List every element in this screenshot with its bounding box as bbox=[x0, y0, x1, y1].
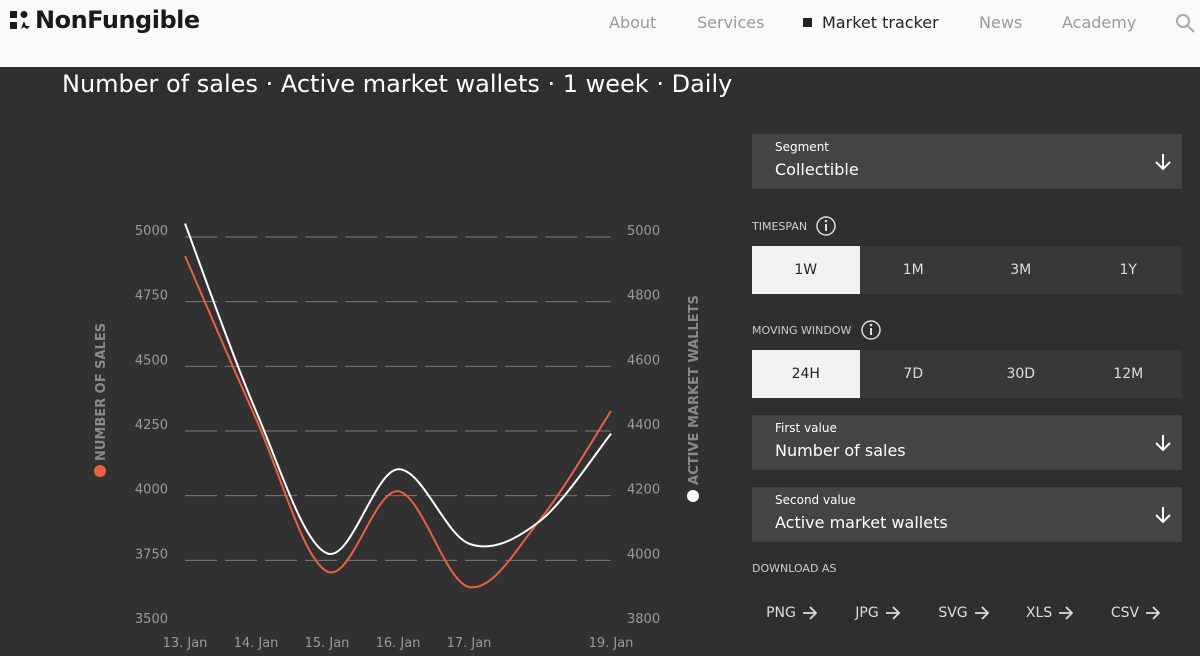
dropdown-value: Collectible bbox=[775, 160, 859, 179]
option-button[interactable]: 24H bbox=[752, 350, 860, 398]
y2-tick-label: 4000 bbox=[627, 547, 660, 562]
brand[interactable]: NonFungible bbox=[35, 6, 200, 34]
nav-item[interactable]: About bbox=[609, 13, 657, 32]
nav-item[interactable]: Services bbox=[697, 13, 765, 32]
download-button[interactable]: SVG bbox=[924, 590, 1004, 635]
search-icon[interactable] bbox=[1175, 13, 1197, 35]
legend-label: ACTIVE MARKET WALLETS bbox=[687, 295, 702, 485]
active-marker bbox=[803, 18, 812, 27]
download-button[interactable]: PNG bbox=[752, 590, 832, 635]
segmented-control: 1W 1M 3M 1Y bbox=[752, 246, 1182, 294]
option-button[interactable]: 3M bbox=[1010, 262, 1032, 278]
legend-dot bbox=[687, 490, 699, 502]
option-button[interactable]: 1W bbox=[752, 246, 860, 294]
x-tick-label: 16. Jan bbox=[376, 636, 421, 651]
y-tick-label: 4500 bbox=[135, 353, 168, 368]
x-tick-label: 14. Jan bbox=[234, 636, 279, 651]
segmented-control: 24H 7D 30D 12M bbox=[752, 350, 1182, 398]
dropdown-label: Segment bbox=[775, 140, 829, 154]
y-tick-label: 5000 bbox=[135, 224, 168, 239]
dropdown[interactable]: First value Number of sales bbox=[752, 415, 1182, 470]
y2-tick-label: 3800 bbox=[627, 612, 660, 627]
y-tick-label: 4000 bbox=[135, 483, 168, 498]
y-tick-label: 4250 bbox=[135, 418, 168, 433]
section-label: TIMESPAN bbox=[752, 220, 808, 233]
series-line bbox=[184, 223, 612, 555]
download-format: SVG bbox=[938, 604, 968, 621]
y2-tick-label: 4400 bbox=[627, 418, 660, 433]
dropdown-value: Active market wallets bbox=[775, 513, 948, 532]
info-icon[interactable] bbox=[815, 215, 837, 237]
y2-tick-label: 4600 bbox=[627, 353, 660, 368]
y-tick-label: 4750 bbox=[135, 289, 168, 304]
chart-panel bbox=[62, 135, 742, 656]
nav-item[interactable]: News bbox=[979, 13, 1023, 32]
dropdown[interactable]: Second value Active market wallets bbox=[752, 487, 1182, 542]
option-button[interactable]: 1M bbox=[902, 262, 924, 278]
dropdown-arrow bbox=[1155, 507, 1171, 524]
option-button[interactable]: 12M bbox=[1113, 366, 1144, 382]
option-button[interactable]: 30D bbox=[1006, 366, 1036, 382]
y-tick-label: 3500 bbox=[135, 612, 168, 627]
arrow-icon bbox=[802, 605, 818, 620]
logo-icon bbox=[10, 11, 30, 29]
option-button[interactable]: 1Y bbox=[1119, 262, 1137, 278]
legend-label: NUMBER OF SALES bbox=[94, 323, 109, 461]
x-tick-label: 13. Jan bbox=[163, 636, 208, 651]
dropdown[interactable]: Segment Collectible bbox=[752, 134, 1182, 189]
y-tick-label: 3750 bbox=[135, 547, 168, 562]
page-title: Number of sales · Active market wallets … bbox=[62, 70, 733, 98]
info-icon[interactable] bbox=[860, 319, 882, 341]
arrow-icon bbox=[1146, 605, 1161, 620]
arrow-icon bbox=[974, 605, 989, 620]
download-format: XLS bbox=[1025, 604, 1053, 621]
y2-tick-label: 4200 bbox=[627, 483, 660, 498]
nav-item[interactable]: Market tracker bbox=[822, 13, 939, 32]
chart: 3500 3750 4000 4250 4500 4750 5000 3800 4000 4200… bbox=[94, 223, 702, 651]
dropdown-label: Second value bbox=[775, 493, 856, 507]
download-format: PNG bbox=[766, 604, 796, 621]
download-format: CSV bbox=[1110, 604, 1140, 621]
download-button[interactable]: CSV bbox=[1096, 590, 1176, 635]
dropdown-arrow bbox=[1155, 435, 1171, 452]
download-button[interactable]: JPG bbox=[838, 590, 918, 635]
y2-tick-label: 5000 bbox=[627, 224, 660, 239]
nav-item[interactable]: Academy bbox=[1062, 13, 1137, 32]
dropdown-value: Number of sales bbox=[775, 441, 906, 460]
legend-dot bbox=[94, 465, 106, 477]
dropdown-label: First value bbox=[775, 421, 837, 435]
arrow-icon bbox=[1059, 605, 1074, 620]
series-line bbox=[184, 255, 612, 589]
header: NonFungible About Services Market tracker N… bbox=[0, 0, 1200, 67]
section-label: DOWNLOAD AS bbox=[752, 562, 837, 575]
section-label: MOVING WINDOW bbox=[752, 324, 852, 337]
arrow-icon bbox=[885, 605, 900, 620]
download-format: JPG bbox=[855, 604, 879, 621]
x-tick-label: 17. Jan bbox=[447, 636, 492, 651]
option-button[interactable]: 7D bbox=[903, 366, 924, 382]
dropdown-arrow bbox=[1155, 154, 1171, 171]
x-tick-label: 15. Jan bbox=[305, 636, 350, 651]
download-button[interactable]: XLS bbox=[1010, 590, 1090, 635]
x-tick-label: 19. Jan bbox=[589, 636, 634, 651]
y2-tick-label: 4800 bbox=[627, 289, 660, 304]
